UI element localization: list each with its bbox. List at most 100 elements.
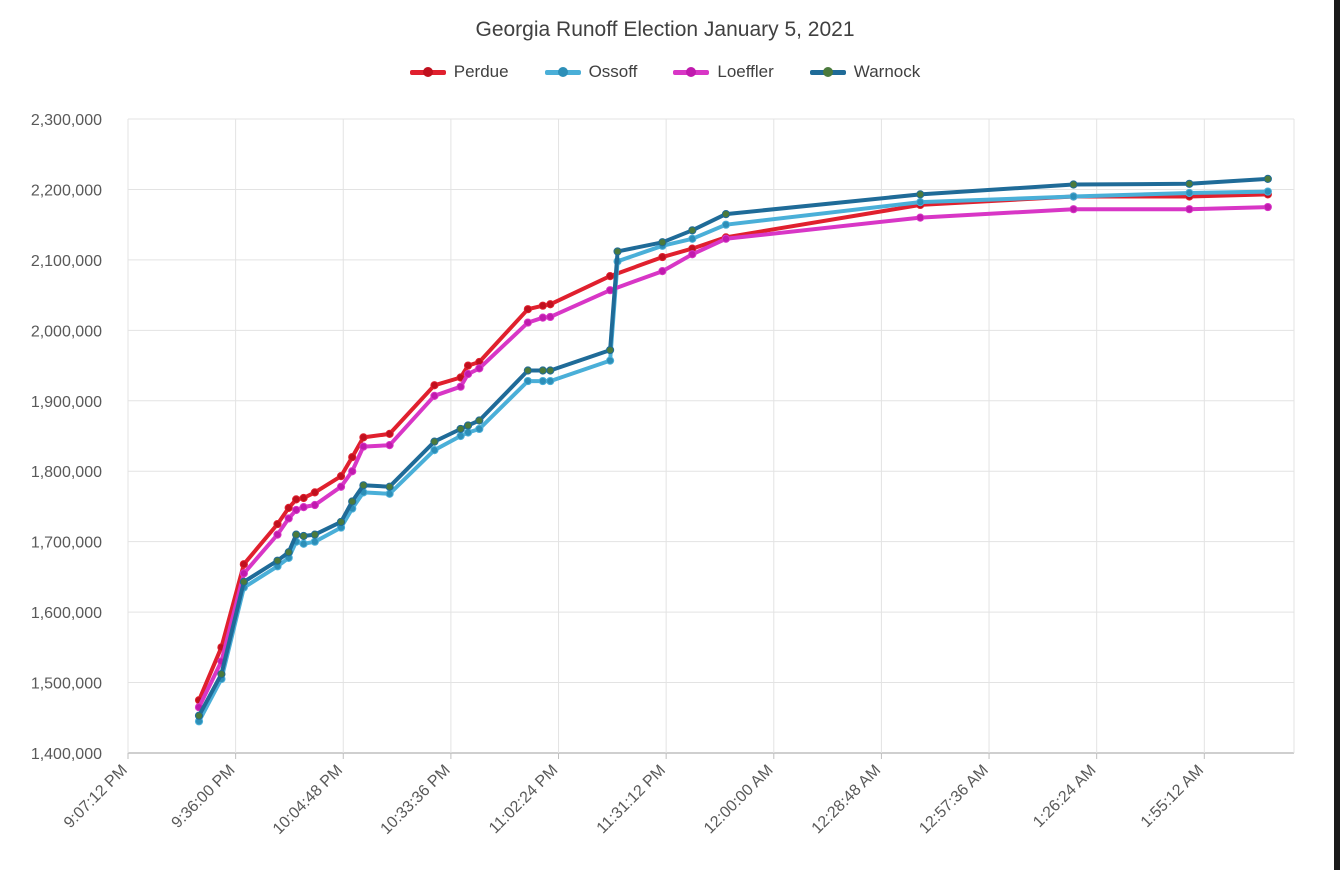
data-point-ossoff [463,428,473,437]
data-point-warnock [605,345,615,355]
legend-swatch-perdue [409,66,446,77]
data-point-perdue [239,560,248,569]
y-tick-label: 1,800,000 [31,464,102,481]
legend-item-warnock: Warnock [809,62,921,82]
data-point-loeffler [1263,202,1272,212]
x-tick-label: 9:07:12 PM [61,762,131,832]
data-point-loeffler [463,369,473,379]
data-point-warnock [658,238,667,247]
data-point-ossoff [475,424,484,434]
data-point-perdue [273,519,282,529]
legend-item-loeffler: Loeffler [673,62,774,82]
data-point-warnock [239,577,248,586]
data-point-warnock [194,711,204,720]
data-point-perdue [605,271,615,281]
data-point-loeffler [310,500,319,510]
legend-swatch-ossoff [544,66,581,77]
data-point-ossoff [688,234,697,243]
series-line-loeffler [197,205,1270,710]
data-point-perdue [348,453,357,462]
data-point-loeffler [456,382,465,391]
x-tick-label: 1:26:24 AM [1030,762,1099,831]
data-point-loeffler [523,318,532,327]
x-tick-label: 9:36:00 PM [169,762,239,832]
data-point-warnock [1185,179,1194,188]
data-point-loeffler [273,530,282,539]
legend-label-ossoff: Ossoff [588,62,638,81]
x-tick-label: 12:00:00 AM [701,762,777,838]
data-point-warnock [385,482,394,491]
data-point-warnock [463,421,473,430]
data-point-warnock [359,481,368,490]
data-point-perdue [430,381,439,390]
data-point-warnock [336,517,346,527]
legend-label-loeffler: Loeffler [717,62,774,81]
legend-label-warnock: Warnock [853,62,921,81]
series-line-warnock [197,176,1270,718]
data-point-loeffler [658,267,667,276]
x-tick-label: 1:55:12 AM [1138,762,1207,831]
data-point-warnock [273,556,282,565]
legend-label-perdue: Perdue [453,62,509,81]
data-point-loeffler [385,441,394,450]
x-tick-label: 11:31:12 PM [594,762,669,837]
legend-swatch-warnock [809,66,846,77]
data-point-warnock [475,416,484,425]
data-point-warnock [1069,180,1078,189]
data-point-warnock [292,530,301,539]
data-point-loeffler [359,442,368,451]
data-point-loeffler [292,505,301,515]
data-point-warnock [284,548,293,557]
data-point-ossoff [1185,188,1194,198]
data-point-loeffler [284,514,293,523]
data-point-ossoff [1263,187,1272,196]
x-tick-label: 12:57:36 AM [916,762,992,838]
data-point-perdue [538,301,547,310]
data-point-warnock [546,366,555,375]
data-point-ossoff [385,489,394,498]
data-point-warnock [348,497,357,506]
data-point-perdue [463,361,473,370]
data-point-loeffler [336,482,346,491]
legend-item-perdue: Perdue [409,62,509,82]
data-point-loeffler [299,503,308,512]
data-point-loeffler [239,569,248,578]
data-point-perdue [299,493,308,503]
data-point-warnock [916,190,925,199]
legend-item-ossoff: Ossoff [544,62,638,82]
data-point-loeffler [721,234,731,243]
data-point-ossoff [430,445,439,455]
data-point-loeffler [1069,205,1078,214]
data-point-loeffler [688,250,697,259]
data-point-warnock [310,530,319,539]
legend-swatch-loeffler [673,66,710,77]
x-tick-label: 12:28:48 AM [809,762,885,838]
data-point-warnock [721,210,731,219]
data-point-loeffler [1185,205,1194,214]
chart-legend: Perdue Ossoff Loeffler Warnock [0,62,1330,82]
data-point-warnock [523,366,532,375]
y-tick-label: 1,900,000 [31,394,102,411]
data-point-loeffler [430,391,439,400]
data-point-warnock [538,366,547,375]
data-point-perdue [292,495,301,504]
series-line-ossoff [197,189,1270,724]
x-tick-label: 11:02:24 PM [486,762,561,837]
data-point-perdue [385,429,394,438]
data-point-ossoff [456,431,465,441]
y-tick-label: 1,700,000 [31,535,102,552]
y-tick-label: 2,100,000 [31,253,102,270]
y-tick-label: 2,300,000 [31,112,102,129]
y-tick-label: 1,500,000 [31,676,102,693]
data-point-ossoff [310,537,319,546]
data-point-warnock [299,531,308,541]
data-point-ossoff [538,376,547,386]
data-point-perdue [658,252,667,262]
chart-title: Georgia Runoff Election January 5, 2021 [475,18,855,41]
series-line-perdue [197,192,1270,703]
data-point-loeffler [538,313,547,322]
data-point-ossoff [523,376,532,386]
data-point-warnock [217,670,226,679]
